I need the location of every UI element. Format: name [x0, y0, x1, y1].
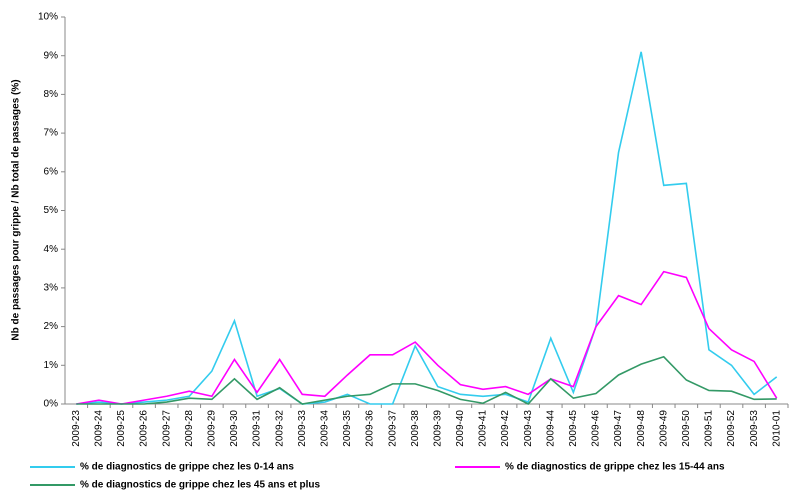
x-tick-label: 2009-43	[523, 410, 534, 447]
x-tick-label: 2009-52	[726, 410, 737, 447]
x-tick-label: 2009-48	[636, 410, 647, 447]
y-tick-label: 4%	[44, 244, 59, 255]
y-tick-label: 7%	[44, 128, 59, 139]
x-tick-label: 2009-25	[116, 410, 127, 447]
y-tick-label: 1%	[44, 360, 59, 371]
x-tick-label: 2009-33	[297, 410, 308, 447]
x-tick-label: 2009-32	[274, 410, 285, 447]
x-tick-label: 2009-39	[432, 410, 443, 447]
x-tick-label: 2009-30	[229, 410, 240, 447]
y-axis-title: Nb de passages pour grippe / Nb total de…	[11, 79, 22, 340]
x-tick-label: 2009-41	[478, 410, 489, 447]
x-tick-label: 2009-45	[568, 410, 579, 447]
legend-label: % de diagnostics de grippe chez les 0-14…	[80, 462, 294, 473]
legend-label: % de diagnostics de grippe chez les 45 a…	[80, 480, 321, 491]
x-tick-label: 2009-47	[613, 410, 624, 447]
x-tick-label: 2009-28	[184, 410, 195, 447]
x-tick-label: 2009-53	[749, 410, 760, 447]
x-tick-label: 2009-23	[71, 410, 82, 447]
y-tick-label: 2%	[44, 321, 59, 332]
x-tick-label: 2009-40	[455, 410, 466, 447]
x-tick-label: 2009-26	[139, 410, 150, 447]
x-tick-label: 2009-44	[545, 410, 556, 447]
x-tick-label: 2009-38	[410, 410, 421, 447]
x-tick-label: 2009-29	[207, 410, 218, 447]
y-tick-label: 3%	[44, 283, 59, 294]
y-tick-label: 5%	[44, 205, 59, 216]
y-tick-label: 8%	[44, 89, 59, 100]
x-tick-label: 2009-31	[252, 410, 263, 447]
x-tick-label: 2009-42	[500, 410, 511, 447]
series-line	[76, 355, 777, 405]
x-tick-label: 2009-51	[704, 410, 715, 447]
x-tick-label: 2009-35	[342, 410, 353, 447]
x-tick-label: 2009-46	[591, 410, 602, 447]
y-tick-label: 6%	[44, 166, 59, 177]
x-tick-label: 2010-01	[771, 410, 782, 447]
series-line	[76, 270, 778, 405]
y-tick-label: 9%	[44, 50, 59, 61]
x-tick-label: 2009-36	[365, 410, 376, 447]
y-tick-label: 10%	[38, 12, 58, 23]
x-tick-label: 2009-37	[387, 410, 398, 447]
legend-label: % de diagnostics de grippe chez les 15-4…	[505, 462, 725, 473]
x-tick-label: 2009-24	[94, 410, 105, 447]
series-line	[76, 51, 778, 405]
x-tick-label: 2009-27	[161, 410, 172, 447]
y-tick-label: 0%	[44, 399, 59, 410]
x-tick-label: 2009-49	[658, 410, 669, 447]
x-tick-label: 2009-50	[681, 410, 692, 447]
x-tick-label: 2009-34	[319, 410, 330, 447]
